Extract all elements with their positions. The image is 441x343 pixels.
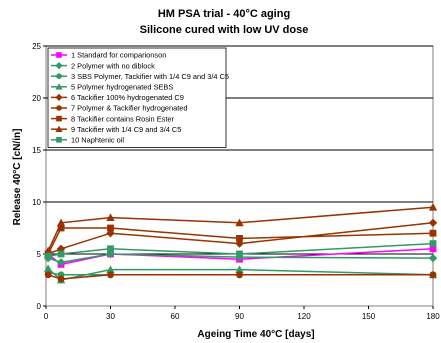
data-point	[44, 252, 52, 260]
tick-labels: 0 5 10 15 20 25 0 30 60 90 120 150 180	[32, 42, 440, 321]
data-point	[44, 271, 52, 279]
chart-title: HM PSA trial - 40°C aging	[158, 8, 290, 20]
legend-label: 6 Tackifier 100% hydrogenated C9	[71, 93, 184, 102]
data-point	[55, 62, 63, 70]
data-point	[429, 245, 437, 253]
legend-item: 6 Tackifier 100% hydrogenated C9	[51, 93, 184, 102]
legend-label: 10 Naphtenic oil	[71, 136, 124, 145]
y-tick-label: 0	[37, 302, 42, 311]
data-point	[56, 52, 62, 58]
chart-subtitle: Silicone cured with low UV dose	[140, 24, 309, 36]
data-point	[236, 235, 243, 242]
y-tick-label: 25	[32, 42, 41, 51]
legend-label: 8 Tackifier contains Rosin Ester	[71, 114, 175, 123]
y-tick-label: 15	[32, 146, 41, 155]
data-point	[43, 246, 53, 255]
legend-item: 8 Tackifier contains Rosin Ester	[51, 114, 175, 123]
x-tick-label: 30	[106, 312, 115, 321]
legend-label: 2 Polymer with no diblock	[71, 61, 155, 70]
data-point	[429, 271, 437, 279]
data-point	[235, 218, 244, 227]
data-point	[107, 224, 114, 232]
data-point	[106, 213, 115, 221]
data-point	[107, 245, 114, 253]
legend-item: 9 Tackifier with 1/4 C9 and 3/4 C5	[51, 125, 181, 134]
data-point	[56, 73, 62, 79]
data-point	[235, 239, 244, 248]
data-point	[56, 115, 62, 122]
data-point	[56, 258, 66, 267]
data-point	[55, 93, 63, 101]
legend-label: 5 Polymer hydrogenated SEBS	[71, 83, 173, 92]
data-point	[57, 224, 65, 232]
legend-item: 1 Standard for comparionson	[51, 51, 166, 60]
data-point	[55, 83, 63, 90]
legend-item: 10 Naphtenic oil	[51, 136, 124, 145]
legend-item: 7 Polymer & Tackifier hydrogenated	[51, 104, 188, 113]
data-point	[56, 137, 62, 143]
legend-item: 2 Polymer with no diblock	[51, 61, 155, 70]
series-8	[43, 203, 438, 255]
data-point	[57, 250, 65, 258]
series-9	[44, 240, 437, 260]
data-point	[429, 229, 437, 237]
data-point	[236, 250, 243, 258]
legend-label: 7 Polymer & Tackifier hydrogenated	[71, 104, 188, 113]
y-tick-label: 5	[37, 250, 42, 259]
data-point	[56, 218, 66, 227]
legend-label: 3 SBS Polymer, Tackifier with 1/4 C9 and…	[71, 72, 229, 81]
series-6	[44, 271, 437, 283]
x-tick-label: 0	[44, 312, 49, 321]
legend-box	[47, 47, 227, 148]
legend-label: 1 Standard for comparionson	[71, 51, 166, 60]
x-tick-label: 60	[171, 312, 180, 321]
legend-item: 5 Polymer hydrogenated SEBS	[51, 83, 173, 92]
data-point	[43, 264, 53, 272]
x-tick-label: 180	[426, 312, 440, 321]
data-point	[429, 240, 437, 247]
series-layer	[43, 203, 438, 284]
data-point	[428, 253, 438, 263]
x-tick-label: 150	[362, 312, 376, 321]
y-axis-title: Release 40°C [cN/in]	[12, 129, 23, 226]
data-point	[107, 271, 114, 279]
x-tick-label: 120	[297, 312, 311, 321]
y-tick-label: 10	[32, 198, 41, 207]
x-tick-label: 90	[235, 312, 244, 321]
data-point	[236, 271, 243, 279]
data-point	[428, 218, 438, 227]
data-point	[56, 105, 62, 111]
data-point	[55, 125, 63, 132]
y-tick-label: 20	[32, 94, 41, 103]
legend-item: 3 SBS Polymer, Tackifier with 1/4 C9 and…	[51, 72, 229, 81]
data-point	[57, 275, 65, 283]
x-axis-title: Ageing Time 40°C [days]	[197, 329, 314, 340]
data-point	[428, 203, 438, 211]
data-point	[235, 265, 244, 273]
data-point	[106, 265, 115, 273]
legend-label: 9 Tackifier with 1/4 C9 and 3/4 C5	[71, 125, 181, 134]
